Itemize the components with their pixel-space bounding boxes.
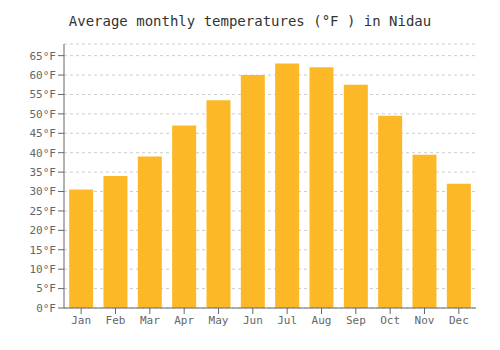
svg-text:25°F: 25°F xyxy=(30,205,57,218)
svg-text:50°F: 50°F xyxy=(30,108,57,121)
svg-text:Nov: Nov xyxy=(415,314,435,327)
svg-text:Jan: Jan xyxy=(71,314,91,327)
svg-text:Jun: Jun xyxy=(243,314,263,327)
svg-text:15°F: 15°F xyxy=(30,244,57,257)
svg-text:5°F: 5°F xyxy=(36,282,56,295)
svg-text:Oct: Oct xyxy=(380,314,400,327)
svg-text:30°F: 30°F xyxy=(30,185,57,198)
svg-text:40°F: 40°F xyxy=(30,147,57,160)
svg-text:Sep: Sep xyxy=(346,314,366,327)
svg-text:45°F: 45°F xyxy=(30,127,57,140)
svg-text:Jul: Jul xyxy=(277,314,297,327)
svg-text:60°F: 60°F xyxy=(30,69,57,82)
html-text:Average monthly temperatures (: Average monthly temperatures (°F ) in Ni… xyxy=(68,13,432,29)
svg-text:May: May xyxy=(209,314,229,327)
svg-text:Mar: Mar xyxy=(140,314,160,327)
svg-text:10°F: 10°F xyxy=(30,263,57,276)
svg-text:Aug: Aug xyxy=(312,314,332,327)
svg-text:Feb: Feb xyxy=(106,314,126,327)
svg-text:20°F: 20°F xyxy=(30,224,57,237)
svg-text:65°F: 65°F xyxy=(30,50,57,63)
svg-text:35°F: 35°F xyxy=(30,166,57,179)
svg-text:0°F: 0°F xyxy=(36,302,56,315)
svg-text:55°F: 55°F xyxy=(30,88,57,101)
svg-text:Dec: Dec xyxy=(449,314,469,327)
svg-text:Apr: Apr xyxy=(174,314,194,327)
